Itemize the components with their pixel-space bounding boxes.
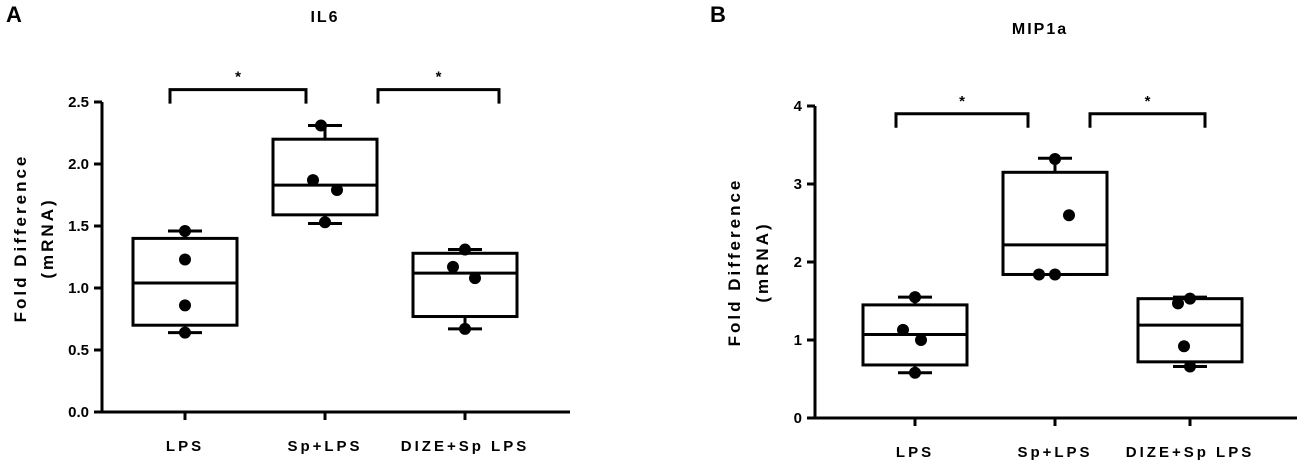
data-point [179,326,191,339]
y-tick-label: 1.0 [68,280,89,297]
data-point [1184,292,1196,305]
panel-b-plot: 0 1 2 3 4 LPS Sp+LPS DIZE+Sp LPS * * [794,93,1297,461]
data-point [1172,297,1184,310]
x-category-label: Sp+LPS [287,438,362,455]
box-plot-group [131,229,239,335]
data-point [331,184,343,197]
data-point [307,174,319,187]
x-category-label: Sp+LPS [1017,444,1092,461]
data-point [1063,209,1075,222]
data-point [1184,360,1196,373]
x-category-label: LPS [166,438,204,455]
significance-star: * [959,93,965,110]
significance-bracket [1088,112,1207,128]
data-point [1033,268,1045,281]
panel-a-ylabel-line1: Fold Difference [11,154,30,323]
box-iqr [411,251,519,319]
panel-b: B MIP1a Fold Difference (mRNA) 0 1 2 3 4 LPS S… [710,2,1297,461]
y-tick-label: 0.0 [68,404,89,421]
y-tick-label: 0.5 [68,342,89,359]
panel-a-plot: 0.0 0.5 1.0 1.5 2.0 2.5 LPS Sp+LPS DIZE+Sp LPS * * [68,69,570,455]
significance-bracket [168,88,308,104]
data-point [897,323,909,336]
x-category-label: DIZE+Sp LPS [1126,444,1254,461]
data-point [447,260,459,273]
y-tick-label: 0 [794,410,802,427]
significance-star: * [235,69,241,86]
y-tick-label: 1.5 [68,218,89,235]
box-iqr [1136,297,1244,364]
x-category-label: DIZE+Sp LPS [401,438,529,455]
data-point [1049,268,1061,281]
data-point [469,272,481,285]
panel-b-label: B [710,2,726,27]
data-point [915,334,927,346]
box-plot-group [271,124,379,226]
data-point [179,224,191,237]
data-point [1178,340,1190,353]
box-iqr [1001,170,1109,276]
data-point [909,366,921,379]
panel-a: A IL6 Fold Difference (mRNA) 0.0 0.5 1.0 1.… [6,2,570,455]
panel-a-title: IL6 [310,9,339,26]
data-point [909,291,921,304]
data-point [179,299,191,312]
data-point [459,243,471,256]
data-point [315,119,327,132]
x-category-label: LPS [896,444,934,461]
panel-b-ylabel-line2: (mRNA) [753,221,772,302]
box-plot-group [861,295,969,375]
box-plot-group [1001,156,1109,276]
panel-a-label: A [6,2,22,27]
data-point [1049,153,1061,166]
significance-bracket [376,88,501,104]
panel-a-ylabel-line2: (mRNA) [38,197,57,278]
data-point [319,216,331,229]
y-tick-label: 2.0 [68,156,89,173]
data-point [179,253,191,266]
significance-bracket [894,112,1030,128]
box-plot-group [411,248,519,331]
bracket-line [1088,112,1207,128]
significance-star: * [1145,93,1151,110]
y-tick-label: 3 [794,176,802,193]
bracket-line [894,112,1030,128]
bracket-line [376,88,501,104]
panel-b-ylabel-line1: Fold Difference [725,178,744,347]
bracket-line [168,88,308,104]
y-tick-label: 1 [794,332,802,349]
box-plot-group [1136,295,1244,369]
y-tick-label: 2 [794,254,802,271]
y-tick-label: 2.5 [68,94,89,111]
significance-star: * [436,69,442,86]
y-tick-label: 4 [794,98,803,115]
box-iqr [271,137,379,217]
data-point [459,322,471,335]
panel-b-title: MIP1a [1012,21,1068,38]
